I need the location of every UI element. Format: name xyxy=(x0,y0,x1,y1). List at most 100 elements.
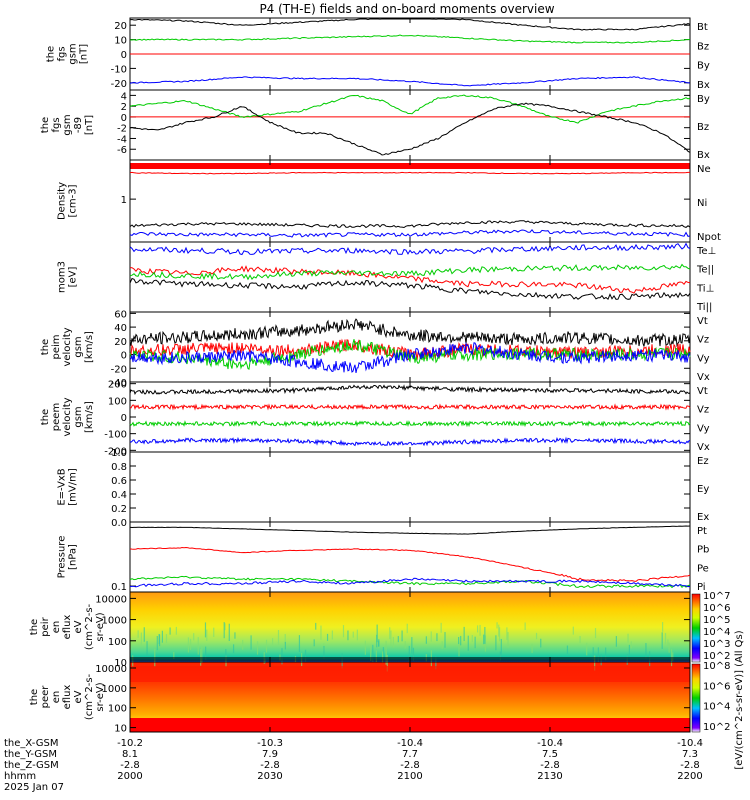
y-axis-label: [mV/m] xyxy=(68,468,79,506)
x-tick-value: 7.5 xyxy=(542,749,558,760)
peir-texture xyxy=(440,622,442,633)
peir-texture xyxy=(507,632,509,648)
peir-texture xyxy=(628,644,630,656)
y-tick-label: 200 xyxy=(108,380,127,391)
density-top-band xyxy=(130,163,690,169)
peir-texture xyxy=(392,636,394,648)
y-tick-label: 1000 xyxy=(102,684,127,695)
x-tick-value: 2030 xyxy=(257,771,282,782)
peir-texture xyxy=(205,646,207,660)
y-axis-label: gsm xyxy=(73,336,84,357)
y-axis-label: peer xyxy=(40,685,51,709)
series-the_fgs_gsm-By xyxy=(129,34,691,44)
peir-texture xyxy=(175,626,177,635)
peir-texture xyxy=(531,643,533,653)
peir-texture xyxy=(458,644,460,657)
y-axis-label: fgs xyxy=(51,117,62,132)
series-the_peem_velocity_gsm-Vz xyxy=(130,403,691,411)
peir-texture xyxy=(281,648,283,665)
peir-texture xyxy=(661,622,664,632)
peir-texture xyxy=(594,655,596,671)
peir-texture xyxy=(397,636,399,643)
legend-Te||: Te|| xyxy=(696,265,714,276)
peir-texture xyxy=(228,623,230,641)
legend-Ey: Ey xyxy=(697,484,709,495)
peir-texture xyxy=(404,641,406,649)
peir-texture xyxy=(496,622,498,629)
series-the_peim_velocity_gsm-Vy xyxy=(129,339,691,370)
y-tick-label: 10 xyxy=(114,724,127,735)
x-tick-value: -2.8 xyxy=(400,760,420,771)
colorbar-tick-label: 10^2 xyxy=(703,651,730,662)
peir-texture xyxy=(672,652,674,662)
peir-texture xyxy=(352,631,354,638)
legend-By: By xyxy=(697,94,710,105)
y-tick-label: -2 xyxy=(117,124,127,135)
y-tick-label: -10 xyxy=(111,64,127,75)
y-axis-label: gsm xyxy=(68,43,79,64)
peir-texture xyxy=(356,629,358,641)
peir-texture xyxy=(130,638,132,651)
y-axis-label: mom3 xyxy=(57,261,68,293)
y-axis-label: [nT] xyxy=(84,115,95,135)
y-axis-label: sr-eV) xyxy=(95,682,106,711)
x-tick-value: 2200 xyxy=(677,771,702,782)
peir-texture xyxy=(143,627,145,642)
legend-Pt: Pt xyxy=(697,526,707,537)
series-the_peem_velocity_gsm-Vt xyxy=(129,384,691,396)
peir-texture xyxy=(412,647,415,661)
x-tick-value: -2.8 xyxy=(260,760,280,771)
peir-texture xyxy=(471,635,473,643)
legend-Bt: Bt xyxy=(697,22,708,33)
series-mom3-Ti⊥ xyxy=(129,265,691,294)
y-tick-label: 4 xyxy=(121,91,127,102)
peir-texture xyxy=(234,632,236,639)
x-tick-value: 2100 xyxy=(397,771,422,782)
peir-texture xyxy=(385,640,387,658)
peir-texture xyxy=(594,628,597,639)
y-tick-label: -200 xyxy=(104,446,127,457)
legend-Ti⊥: Ti⊥ xyxy=(696,283,714,294)
peir-texture xyxy=(250,635,252,650)
series-Density-Ne xyxy=(129,171,690,175)
x-tick-value: -10.4 xyxy=(397,738,423,749)
peir-texture xyxy=(458,636,460,645)
peir-texture xyxy=(540,638,542,648)
colorbar-tick-label: 10^6 xyxy=(703,603,730,614)
peir-texture xyxy=(498,624,500,637)
series-Pressure-Pb xyxy=(129,546,691,582)
y-axis-label: sr-eV) xyxy=(95,612,106,641)
x-tick-value: 7.9 xyxy=(262,749,278,760)
series-mom3-Te|| xyxy=(129,277,691,301)
legend-Bx: Bx xyxy=(697,80,710,91)
peir-texture xyxy=(499,651,501,661)
peir-texture xyxy=(298,635,301,653)
peir-texture xyxy=(204,622,207,638)
x-tick-value: 7.3 xyxy=(682,749,698,760)
peir-texture xyxy=(467,635,469,651)
y-tick-label: -4 xyxy=(117,134,127,145)
x-tick-value: 7.7 xyxy=(402,749,418,760)
series-the_fgs_gsm_-89-By xyxy=(129,94,691,124)
y-tick-label: 1.0 xyxy=(111,448,127,459)
peir-texture xyxy=(474,636,476,649)
peir-texture xyxy=(165,634,168,643)
series-the_peem_velocity_gsm-Vx xyxy=(129,436,691,447)
y-axis-label: the xyxy=(40,409,51,425)
peir-texture xyxy=(256,641,259,655)
legend-Pe: Pe xyxy=(697,563,709,574)
peir-texture xyxy=(483,634,485,645)
peir-texture xyxy=(169,627,171,635)
peir-texture xyxy=(430,631,432,642)
peir-texture xyxy=(158,633,160,645)
peir-texture xyxy=(213,627,215,637)
peir-texture xyxy=(304,649,307,662)
series-the_fgs_gsm_-89-Bx xyxy=(129,102,691,156)
peir-texture xyxy=(664,633,667,645)
peir-texture xyxy=(436,633,438,642)
peir-texture xyxy=(444,632,446,648)
peir-texture xyxy=(315,622,317,630)
